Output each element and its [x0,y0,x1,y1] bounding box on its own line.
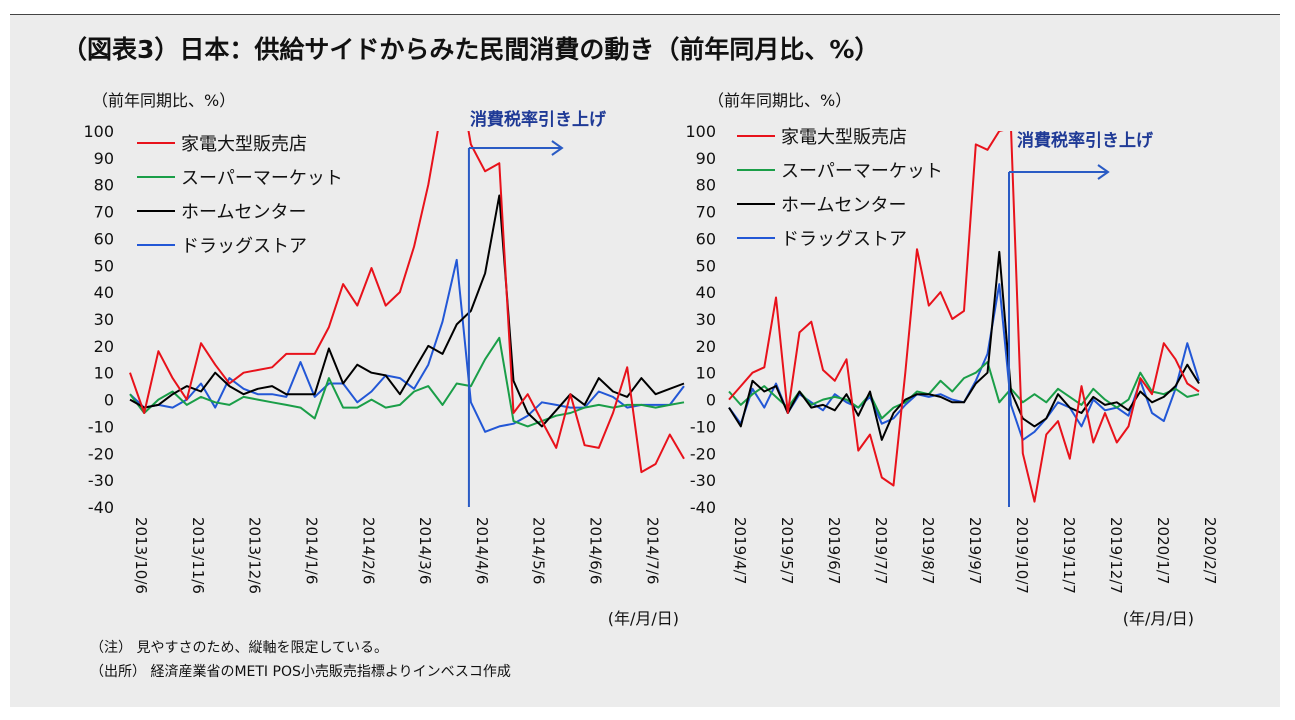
y-tick-label: 10 [94,364,114,383]
x-tick-label: 2014/6/6 [587,517,605,584]
y-tick-label: 10 [696,364,716,383]
y-unit-label: （前年同期比、%） [708,91,851,110]
x-tick-label: 2020/2/7 [1201,517,1219,584]
y-tick-label: 100 [83,122,114,141]
y-tick-label: 90 [94,149,114,168]
y-tick-label: -30 [88,471,114,490]
y-tick-label: 100 [685,122,716,141]
x-tick-label: 2014/1/6 [302,517,320,584]
series-line-super [129,336,685,428]
legend-label: スーパーマーケット [781,161,943,182]
y-tick-label: -40 [88,498,114,517]
legend-label: ドラッグストア [181,236,307,257]
x-unit-label: (年/月/日) [1123,609,1194,628]
y-tick-label: 30 [696,310,716,329]
y-tick-label: 70 [696,203,716,222]
y-tick-label: 60 [696,229,716,248]
y-tick-label: 30 [94,310,114,329]
event-arrow-head [551,140,564,156]
legend-label: スーパーマーケット [181,168,343,189]
x-tick-label: 2013/10/6 [132,517,150,594]
y-tick-label: 80 [94,176,114,195]
y-tick-label: 50 [94,256,114,275]
x-tick-label: 2019/8/7 [919,517,937,584]
source-text: （出所） 経済産業省のMETI POS小売販売指標よりインベスコ作成 [90,664,511,680]
y-tick-label: 70 [94,203,114,222]
y-tick-label: 40 [94,283,114,302]
y-tick-label: -40 [690,498,716,517]
x-tick-label: 2019/4/7 [731,517,749,584]
figure-panel [10,14,1280,707]
x-tick-label: 2014/7/6 [643,517,661,584]
x-tick-label: 2014/3/6 [416,517,434,584]
legend-label: 家電大型販売店 [181,134,307,155]
series-line-home [728,250,1200,441]
y-tick-label: 60 [94,229,114,248]
y-tick-label: -10 [690,417,716,436]
event-arrow-head [1097,164,1110,180]
y-tick-label: -20 [88,444,114,463]
y-tick-label: 90 [696,149,716,168]
event-label: 消費税率引き上げ [1017,130,1154,151]
y-tick-label: -30 [690,471,716,490]
x-tick-label: 2019/11/7 [1060,517,1078,594]
y-unit-label: （前年同期比、%） [92,91,235,110]
y-tick-label: 0 [706,391,716,410]
x-tick-label: 2019/6/7 [825,517,843,584]
y-tick-label: 50 [696,256,716,275]
y-tick-label: -10 [88,417,114,436]
series-line-home [129,194,685,428]
y-tick-label: 20 [94,337,114,356]
x-tick-label: 2014/4/6 [473,517,491,584]
x-tick-label: 2013/11/6 [189,517,207,594]
x-tick-label: 2014/2/6 [359,517,377,584]
x-tick-label: 2019/7/7 [872,517,890,584]
note-text: （注） 見やすさのため、縦軸を限定している。 [90,640,389,656]
x-tick-label: 2014/5/6 [530,517,548,584]
series-line-kaden [129,131,685,474]
x-tick-label: 2020/1/7 [1154,517,1172,584]
x-tick-label: 2019/10/7 [1013,517,1031,594]
x-tick-label: 2019/9/7 [966,517,984,584]
x-tick-label: 2013/12/6 [246,517,264,594]
legend-label: 家電大型販売店 [781,127,907,148]
y-tick-label: 80 [696,176,716,195]
y-tick-label: -20 [690,444,716,463]
x-tick-label: 2019/12/7 [1107,517,1125,594]
series-line-kaden [728,131,1200,503]
event-label: 消費税率引き上げ [470,109,607,130]
figure-title: （図表3）日本：供給サイドからみた民間消費の動き（前年同月比、%） [62,35,880,64]
legend-label: ホームセンター [181,202,306,223]
legend-label: ホームセンター [781,195,906,216]
y-tick-label: 40 [696,283,716,302]
y-tick-label: 0 [104,391,114,410]
y-tick-label: 20 [696,337,716,356]
x-tick-label: 2019/5/7 [778,517,796,584]
x-unit-label: (年/月/日) [608,609,679,628]
legend-label: ドラッグストア [781,229,907,250]
